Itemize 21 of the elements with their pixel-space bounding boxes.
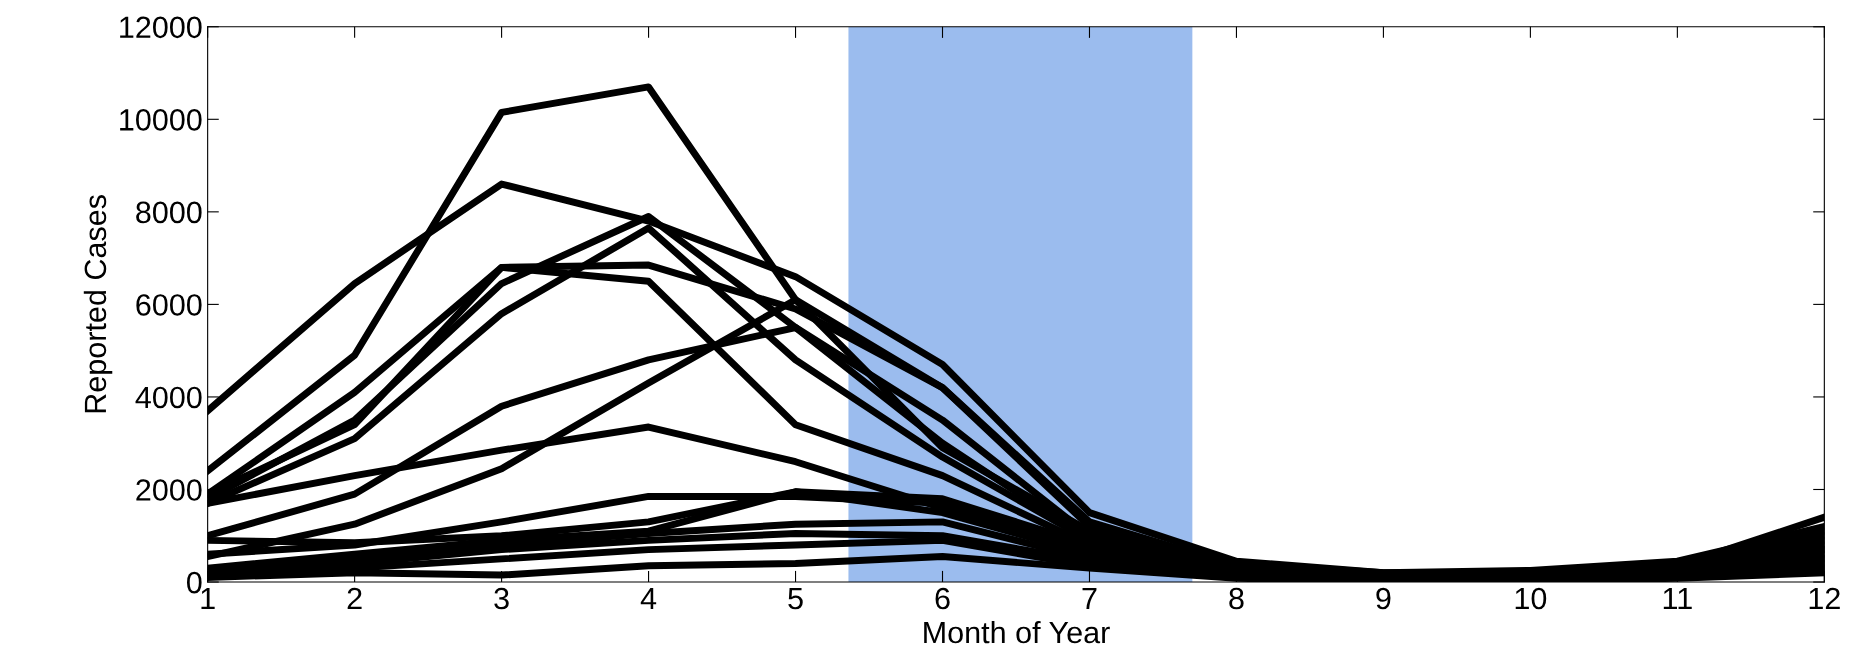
x-tick-label: 8 [1229,587,1244,610]
y-tick-label: 0 [186,571,202,594]
y-axis-title: Reported Cases [83,195,113,413]
x-tick-label: 4 [640,588,657,610]
x-tick-label: 5 [788,588,803,610]
y-tick-label: 6000 [136,294,202,316]
x-tick-label: 2 [347,587,362,610]
x-tick-label: 3 [494,587,509,610]
y-tick-label: 8000 [136,201,202,224]
x-tick-label: 12 [1809,587,1840,610]
x-tick-label: 1 [201,588,215,610]
x-tick-label: 11 [1663,588,1692,610]
y-tick-label: 4000 [135,386,202,409]
x-axis-title: Month of Year [924,620,1110,644]
x-tick-label: 7 [1082,588,1097,610]
x-tick-label: 10 [1515,587,1547,610]
x-tick-label: 9 [1376,587,1391,610]
y-tick-label: 2000 [136,479,202,501]
y-tick-label: 12000 [120,16,202,39]
y-tick-label: 10000 [120,109,202,131]
x-tick-label: 6 [935,587,950,610]
